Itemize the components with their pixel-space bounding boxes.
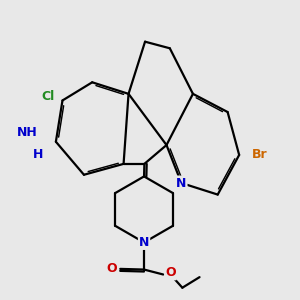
Text: NH: NH (17, 126, 38, 139)
Text: Cl: Cl (41, 90, 54, 103)
Text: O: O (107, 262, 117, 275)
Text: Br: Br (252, 148, 267, 161)
Text: N: N (139, 236, 149, 249)
Text: N: N (176, 176, 187, 190)
Text: O: O (165, 266, 176, 279)
Text: H: H (33, 148, 44, 161)
